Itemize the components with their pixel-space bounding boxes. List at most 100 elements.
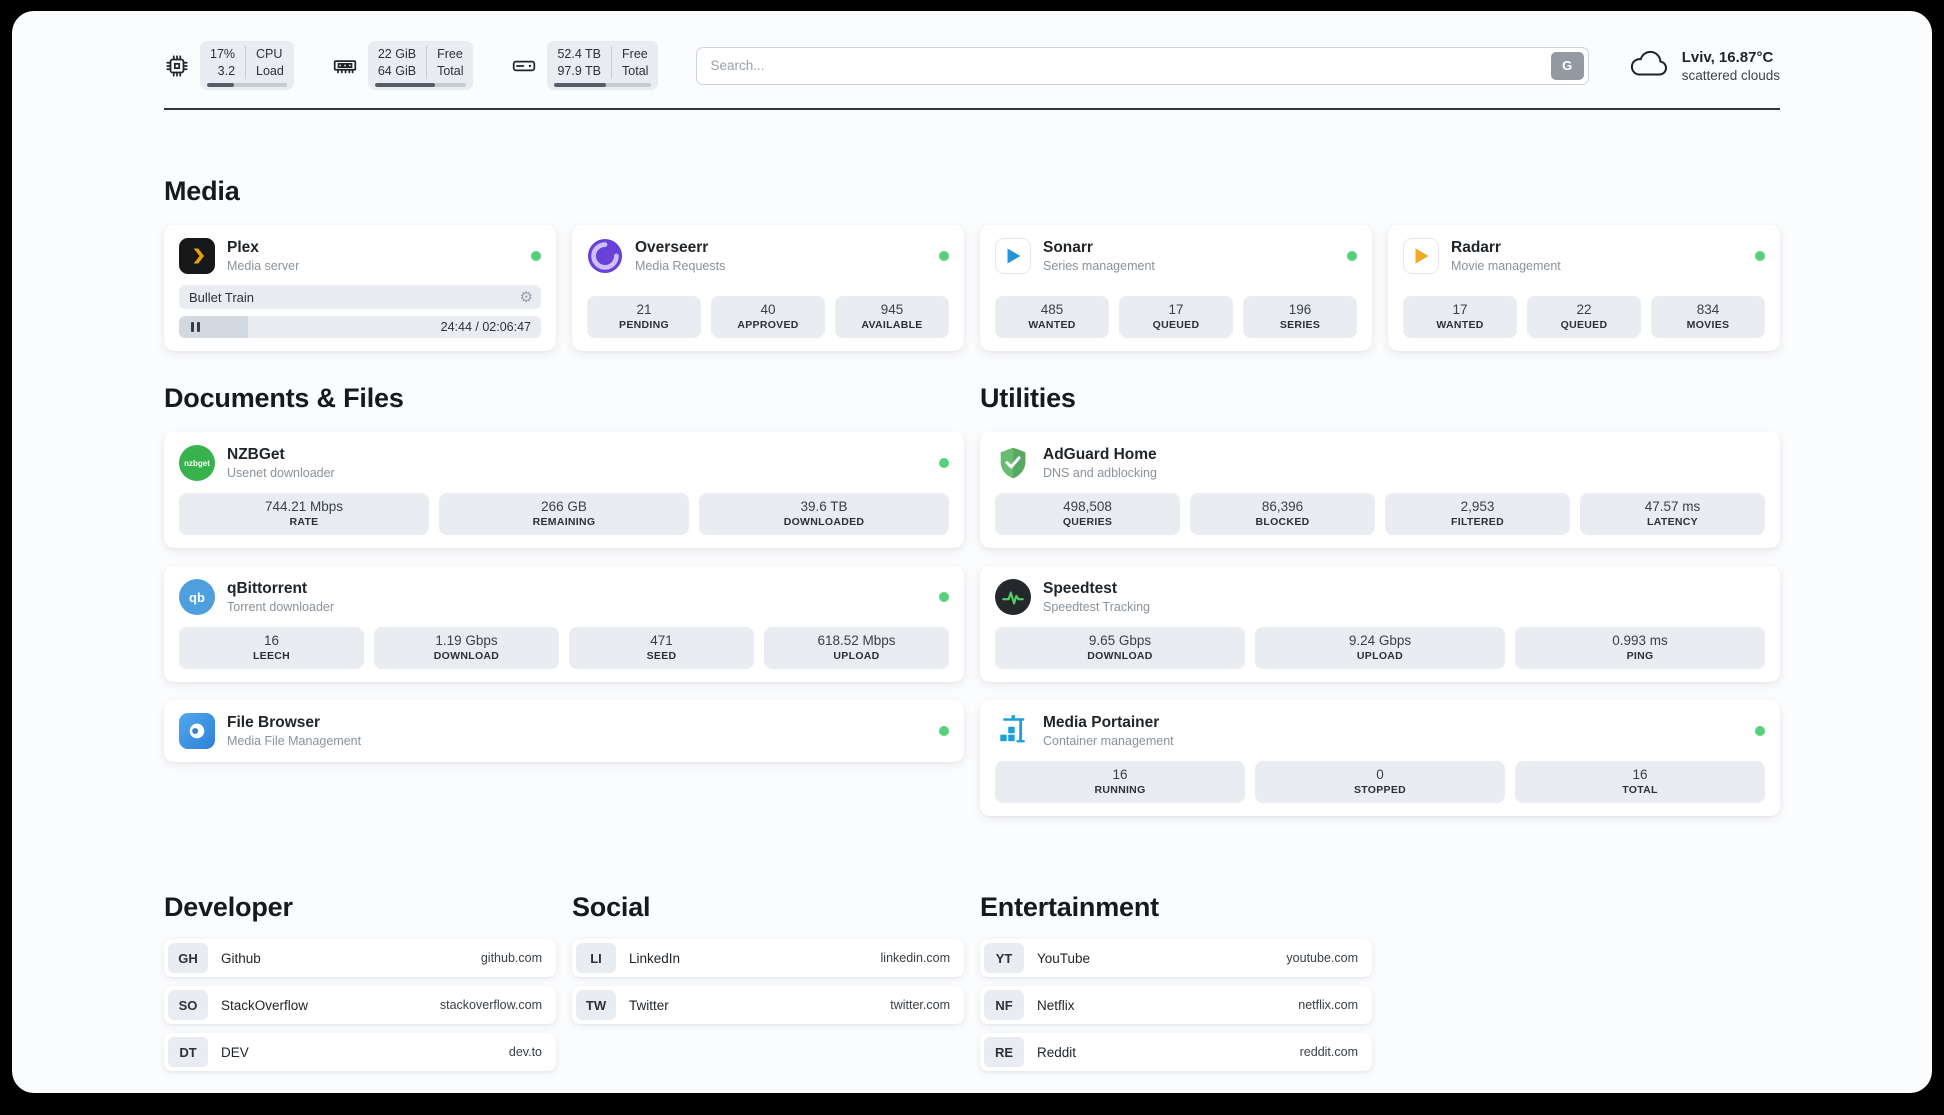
stat-value: 16: [263, 633, 280, 648]
bookmark-name: DEV: [221, 1044, 249, 1060]
stat-value: 471: [650, 633, 673, 648]
app-card-sonarr[interactable]: Sonarr Series management 485 WANTED 17 Q…: [980, 225, 1372, 351]
stat-tile: 498,508 QUERIES: [995, 493, 1180, 535]
stat-tile: 834 MOVIES: [1651, 296, 1765, 338]
bookmark-abbr: TW: [576, 990, 616, 1020]
stat-value: 196: [1288, 302, 1312, 317]
stat-label: MOVIES: [1686, 319, 1730, 331]
stat-value: 744.21 Mbps: [264, 499, 344, 514]
stat-label: PENDING: [619, 319, 669, 331]
bookmark-youtube[interactable]: YT YouTube youtube.com: [980, 939, 1372, 977]
stat-tile: 471 SEED: [569, 627, 754, 669]
section-heading-utilities: Utilities: [980, 383, 1076, 413]
app-description: DNS and adblocking: [1043, 466, 1157, 480]
stat-value: 945: [880, 302, 904, 317]
header: 17% 3.2 CPU Load: [164, 41, 1780, 90]
ram-free-value: 22 GiB: [377, 47, 417, 61]
stat-label: UPLOAD: [1356, 650, 1404, 662]
app-card-speedtest[interactable]: Speedtest Speedtest Tracking 9.65 Gbps D…: [980, 566, 1780, 682]
stat-label: PING: [1626, 650, 1654, 662]
playback-progress-bar[interactable]: 24:44 / 02:06:47: [179, 316, 541, 338]
stat-value: 1.19 Gbps: [435, 633, 498, 648]
adguard-icon: [995, 445, 1031, 481]
stat-value: 266 GB: [541, 499, 587, 514]
stat-tile: 21 PENDING: [587, 296, 701, 338]
stat-tile: 618.52 Mbps UPLOAD: [764, 627, 949, 669]
status-dot: [939, 592, 949, 602]
documents-column: Documents & Files nzbget NZBGet Usenet d…: [164, 383, 964, 834]
stat-label: DOWNLOAD: [1087, 650, 1153, 662]
status-dot: [1347, 251, 1357, 261]
search-input[interactable]: [696, 46, 1589, 85]
app-card-qbittorrent[interactable]: qb qBittorrent Torrent downloader 16 LEE…: [164, 566, 964, 682]
stat-label: SEED: [646, 650, 677, 662]
app-card-filebrowser[interactable]: File Browser Media File Management: [164, 700, 964, 762]
bookmark-linkedin[interactable]: LI LinkedIn linkedin.com: [572, 939, 964, 977]
overseerr-icon: [587, 238, 623, 274]
app-card-overseerr[interactable]: Overseerr Media Requests 21 PENDING 40 A…: [572, 225, 964, 351]
stat-label: LEECH: [252, 650, 291, 662]
stat-tile: 47.57 ms LATENCY: [1580, 493, 1765, 535]
stat-value: 2,953: [1460, 499, 1495, 514]
stat-value: 0.993 ms: [1612, 633, 1668, 648]
stat-value: 17: [1168, 302, 1184, 317]
app-card-portainer[interactable]: Media Portainer Container management 16 …: [980, 700, 1780, 816]
stat-value: 834: [1696, 302, 1720, 317]
app-description: Media server: [227, 259, 300, 273]
app-description: Speedtest Tracking: [1043, 600, 1151, 614]
bookmark-twitter[interactable]: TW Twitter twitter.com: [572, 986, 964, 1024]
section-heading-documents: Documents & Files: [164, 383, 404, 413]
pause-button[interactable]: [186, 319, 205, 335]
status-dot: [939, 726, 949, 736]
ram-total-value: 64 GiB: [377, 63, 417, 78]
bookmark-stackoverflow[interactable]: SO StackOverflow stackoverflow.com: [164, 986, 556, 1024]
app-description: Series management: [1043, 259, 1155, 273]
app-description: Torrent downloader: [227, 600, 335, 614]
stat-label: WANTED: [1436, 319, 1484, 331]
bookmark-url: linkedin.com: [880, 951, 950, 965]
stat-label: TOTAL: [1622, 784, 1658, 796]
search-engine-button[interactable]: G: [1550, 51, 1584, 80]
portainer-icon: [995, 713, 1031, 749]
stat-label: REMAINING: [532, 516, 596, 528]
bookmark-name: Reddit: [1037, 1044, 1077, 1060]
dashboard: 17% 3.2 CPU Load: [12, 11, 1932, 1093]
disk-widget: 52.4 TB 97.9 TB Free Total: [511, 41, 659, 90]
app-card-plex[interactable]: Plex Media server Bullet Train ⚙ 24:44 /…: [164, 225, 556, 351]
app-card-adguard[interactable]: AdGuard Home DNS and adblocking 498,508 …: [980, 432, 1780, 548]
plex-icon: [179, 238, 215, 274]
bookmark-reddit[interactable]: RE Reddit reddit.com: [980, 1033, 1372, 1071]
bookmark-url: youtube.com: [1286, 951, 1358, 965]
bookmark-name: Github: [221, 950, 261, 966]
bookmarks-entertainment: Entertainment YT YouTube youtube.com NF …: [980, 892, 1372, 1080]
section-heading-developer: Developer: [164, 892, 293, 922]
weather-widget: Lviv, 16.87°C scattered clouds: [1627, 46, 1780, 85]
stat-label: QUEUED: [1152, 319, 1200, 331]
stat-tile: 16 RUNNING: [995, 761, 1245, 803]
cpu-progress-bar: [207, 83, 287, 87]
stat-value: 16: [1632, 767, 1648, 782]
bookmark-netflix[interactable]: NF Netflix netflix.com: [980, 986, 1372, 1024]
stat-label: UPLOAD: [833, 650, 880, 662]
bookmark-dev[interactable]: DT DEV dev.to: [164, 1033, 556, 1071]
gear-icon[interactable]: ⚙: [519, 288, 533, 306]
cloud-icon: [1627, 46, 1671, 85]
stat-tile: 40 APPROVED: [711, 296, 825, 338]
bookmark-name: Netflix: [1037, 997, 1075, 1013]
cpu-widget: 17% 3.2 CPU Load: [164, 41, 294, 90]
bookmark-url: reddit.com: [1299, 1045, 1358, 1059]
bookmark-name: StackOverflow: [221, 997, 309, 1013]
app-name: Plex: [227, 239, 259, 256]
app-card-nzbget[interactable]: nzbget NZBGet Usenet downloader 744.21 M…: [164, 432, 964, 548]
stat-value: 0: [1376, 767, 1384, 782]
section-heading-entertainment: Entertainment: [980, 892, 1159, 922]
bookmark-github[interactable]: GH Github github.com: [164, 939, 556, 977]
app-name: Media Portainer: [1043, 714, 1160, 731]
nzbget-icon: nzbget: [179, 445, 215, 481]
app-card-radarr[interactable]: Radarr Movie management 17 WANTED 22 QUE…: [1388, 225, 1780, 351]
bookmark-abbr: NF: [984, 990, 1024, 1020]
weather-condition: scattered clouds: [1681, 67, 1780, 83]
disk-total-label: Total: [622, 63, 649, 78]
sonarr-icon: [995, 238, 1031, 274]
filebrowser-icon: [179, 713, 215, 749]
